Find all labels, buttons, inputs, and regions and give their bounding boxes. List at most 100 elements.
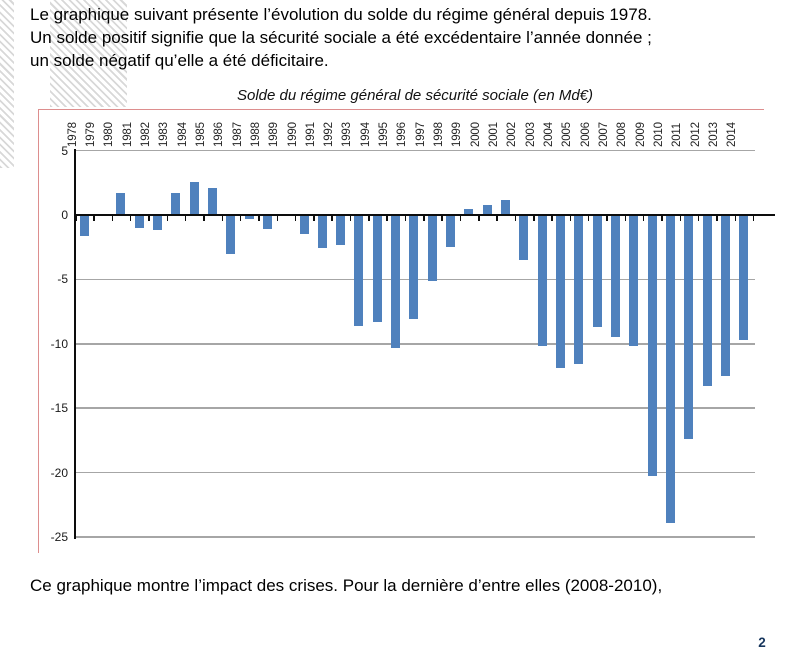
- x-axis-tick: [331, 216, 333, 221]
- bar-2012: [702, 215, 712, 387]
- bar-1997: [427, 215, 437, 281]
- x-axis-tick: [587, 216, 590, 221]
- x-category-label: 2008: [616, 122, 629, 147]
- x-category-label: 2013: [707, 122, 720, 147]
- gridline-5: [75, 149, 755, 152]
- bar-1981: [134, 215, 144, 228]
- bar-2008: [629, 215, 639, 347]
- x-category-label: 1991: [304, 122, 317, 147]
- y-tick-label: -25: [50, 530, 68, 544]
- x-axis-tick: [551, 216, 553, 221]
- x-axis-tick: [496, 216, 498, 221]
- bar-1991: [317, 215, 327, 249]
- x-axis-tick: [129, 216, 132, 221]
- x-axis-tick: [716, 216, 718, 221]
- x-category-label: 1980: [103, 122, 116, 147]
- bar-2013: [720, 215, 730, 376]
- x-axis-zero-line: [75, 213, 775, 217]
- x-axis-tick: [606, 216, 608, 221]
- y-tick-label: -15: [50, 401, 68, 416]
- x-axis-tick: [239, 216, 242, 221]
- x-category-label: 1983: [158, 122, 171, 147]
- x-category-label: 2004: [542, 122, 555, 147]
- bar-1990: [299, 215, 309, 235]
- x-category-label: 2012: [689, 122, 702, 147]
- bar-1980: [116, 193, 126, 215]
- x-category-label: 1992: [323, 122, 336, 147]
- x-category-label: 1990: [286, 122, 299, 147]
- bar-2009: [647, 215, 657, 477]
- x-category-label: 1998: [433, 122, 446, 147]
- x-category-label: 1979: [84, 122, 97, 147]
- x-axis-tick: [459, 216, 462, 221]
- x-category-label: 2005: [561, 122, 574, 147]
- x-category-label: 1986: [213, 122, 226, 147]
- x-axis-tick: [294, 216, 297, 221]
- x-axis-tick: [624, 216, 627, 221]
- x-category-label: 2007: [597, 122, 610, 147]
- x-axis-tick: [642, 216, 645, 221]
- bar-1988: [262, 215, 272, 230]
- x-category-label: 1997: [414, 122, 427, 147]
- x-category-label: 2000: [469, 122, 482, 147]
- y-tick-label: -20: [50, 465, 68, 480]
- x-category-label: 2001: [488, 122, 501, 147]
- x-axis-tick: [734, 216, 737, 221]
- bar-1996: [409, 215, 419, 320]
- bar-1993: [354, 215, 364, 326]
- x-axis-tick: [148, 216, 150, 221]
- x-axis-tick: [697, 216, 700, 221]
- bar-1987: [244, 215, 254, 219]
- x-axis-tick: [221, 216, 224, 221]
- gridline--10: [75, 343, 755, 345]
- x-axis-tick: [166, 216, 169, 221]
- x-axis-tick: [349, 216, 352, 221]
- x-axis-tick: [184, 216, 187, 221]
- x-category-label: 1999: [451, 122, 464, 147]
- x-axis-tick: [111, 216, 114, 221]
- x-category-label: 2010: [652, 122, 665, 147]
- chart-frame-top-border: [38, 108, 764, 110]
- x-axis-tick: [258, 216, 260, 221]
- x-axis-tick: [514, 216, 517, 221]
- y-tick-label: -10: [50, 336, 68, 351]
- x-axis-tick: [313, 216, 315, 221]
- x-axis-tick: [276, 216, 279, 221]
- page-number: 2: [758, 635, 766, 650]
- intro-line-1: Le graphique suivant présente l’évolutio…: [30, 5, 652, 24]
- x-category-label: 2006: [579, 122, 592, 147]
- bar-1992: [336, 215, 346, 245]
- x-category-label: 1995: [378, 122, 391, 147]
- x-category-label: 1996: [396, 122, 409, 147]
- bar-2002: [519, 215, 529, 261]
- y-axis-line: [73, 149, 76, 539]
- bar-2000: [482, 204, 492, 215]
- x-axis-tick: [533, 216, 535, 221]
- bar-1983: [171, 193, 181, 215]
- x-category-label: 2003: [524, 122, 537, 147]
- intro-line-3: un solde négatif qu’elle a été déficitai…: [30, 51, 329, 70]
- y-tick-label: -5: [57, 272, 68, 287]
- bar-2010: [665, 215, 675, 523]
- x-axis-tick: [75, 216, 77, 221]
- x-category-label: 1984: [176, 122, 189, 147]
- bar-1978: [79, 215, 89, 236]
- x-category-label: 1993: [341, 122, 354, 147]
- bar-2003: [537, 215, 547, 347]
- x-category-label: 1989: [268, 122, 281, 147]
- gridline--25: [75, 536, 755, 538]
- bar-1982: [152, 215, 162, 231]
- x-axis-tick: [203, 216, 205, 221]
- x-category-label: 2014: [726, 122, 739, 147]
- bar-1999: [464, 208, 474, 215]
- x-axis-tick: [404, 216, 407, 221]
- x-category-label: 2011: [671, 123, 684, 147]
- x-axis-tick: [386, 216, 388, 221]
- bar-1985: [207, 187, 217, 215]
- bar-1995: [391, 215, 401, 348]
- hatch-decoration-top: [50, 0, 127, 107]
- hatch-decoration-left: [0, 0, 14, 168]
- bar-2005: [574, 215, 584, 365]
- footer-text: Ce graphique montre l’impact des crises.…: [30, 576, 663, 595]
- intro-line-2: Un solde positif signifie que la sécurit…: [30, 28, 652, 47]
